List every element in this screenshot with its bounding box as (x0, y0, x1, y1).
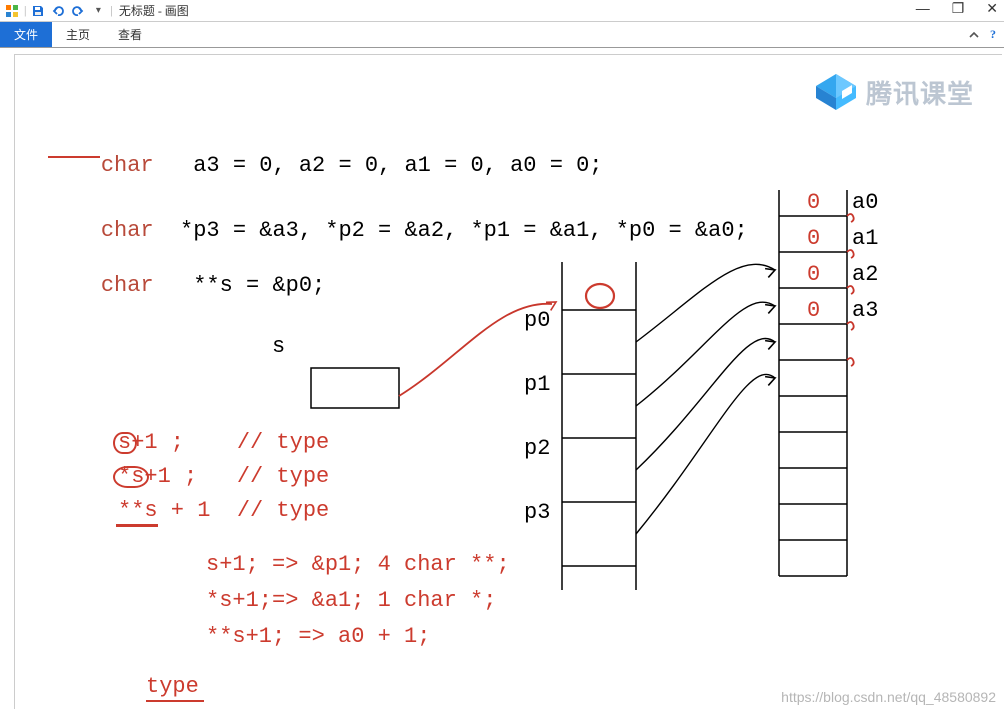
close-button[interactable]: ✕ (986, 0, 998, 17)
p-label-p3: p3 (524, 500, 550, 525)
app-icon (4, 3, 20, 19)
undo-icon[interactable] (50, 3, 66, 19)
save-icon[interactable] (30, 3, 46, 19)
a-label-a1: a1 (852, 226, 878, 251)
red-circle-p0-value (586, 284, 614, 308)
p-table (562, 262, 636, 590)
a-value-1: 0 (807, 226, 820, 251)
a-label-a0: a0 (852, 190, 878, 215)
redo-icon[interactable] (70, 3, 86, 19)
p-label-p0: p0 (524, 308, 550, 333)
a-label-a2: a2 (852, 262, 878, 287)
tab-view[interactable]: 查看 (104, 22, 156, 47)
arrows (399, 264, 775, 534)
maximize-button[interactable]: ❐ (952, 0, 965, 17)
quick-access-toolbar: | ▾ | (4, 3, 113, 19)
ribbon-right: ? (968, 22, 1004, 47)
a-value-3: 0 (807, 298, 820, 323)
tab-file[interactable]: 文件 (0, 22, 52, 47)
diagram-svg (0, 48, 1004, 711)
collapse-ribbon-icon[interactable] (968, 29, 980, 41)
a-label-a3: a3 (852, 298, 878, 323)
minimize-button[interactable]: — (916, 0, 930, 17)
divider: | (110, 3, 112, 18)
a-value-0: 0 (807, 190, 820, 215)
divider: | (24, 3, 26, 18)
tab-home[interactable]: 主页 (52, 22, 104, 47)
qat-dropdown-icon[interactable]: ▾ (90, 3, 106, 19)
csdn-watermark: https://blog.csdn.net/qq_48580892 (781, 689, 996, 705)
s-box (311, 368, 399, 408)
ribbon: 文件 主页 查看 ? (0, 22, 1004, 48)
titlebar: | ▾ | 无标题 - 画图 — ❐ ✕ (0, 0, 1004, 22)
canvas-area: 腾讯课堂 char a3 = 0, a2 = 0, a1 = 0, a0 = 0… (0, 48, 1004, 711)
window-title: 无标题 - 画图 (119, 2, 189, 19)
window-controls: — ❐ ✕ (916, 0, 998, 17)
help-icon[interactable]: ? (990, 27, 996, 42)
p-label-p1: p1 (524, 372, 550, 397)
a-value-2: 0 (807, 262, 820, 287)
p-label-p2: p2 (524, 436, 550, 461)
